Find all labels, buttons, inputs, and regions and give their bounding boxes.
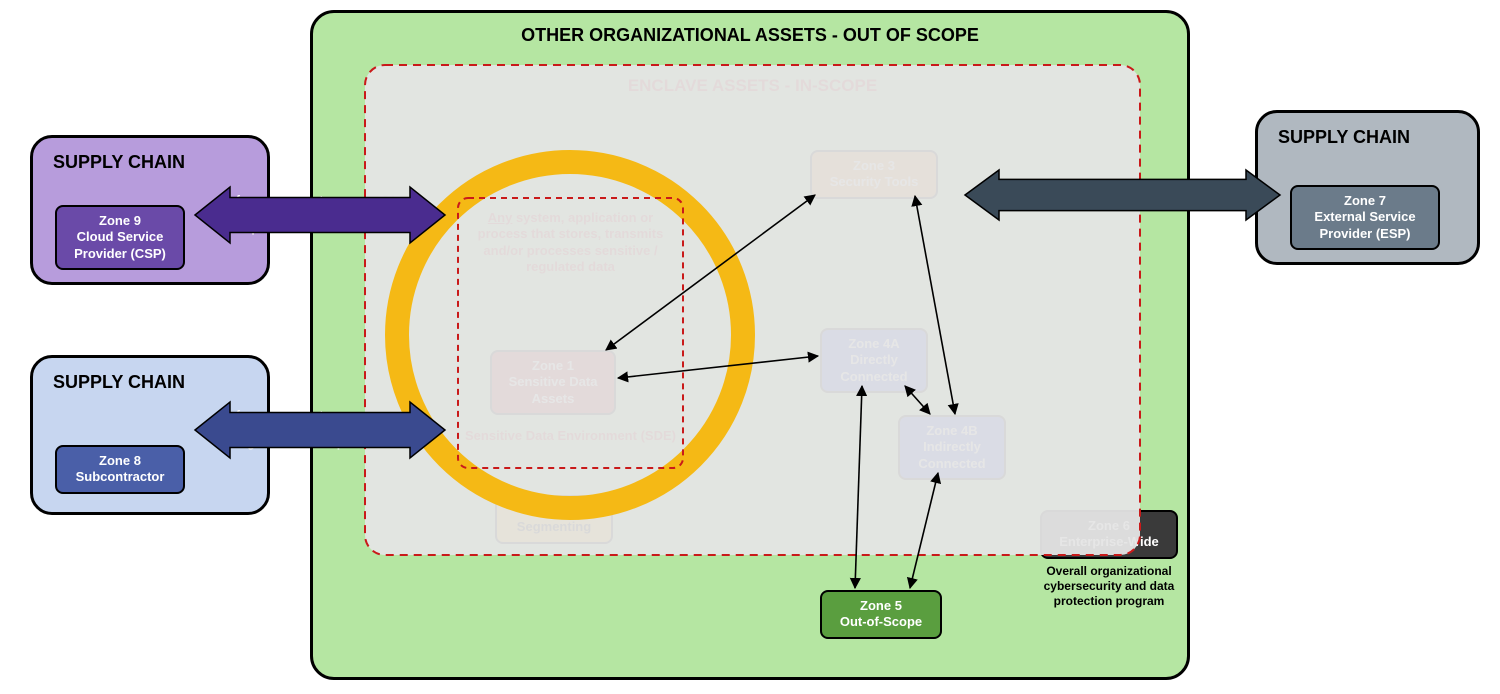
arrow-csp-label: formal contracts govern CSP sensitive / … (236, 191, 404, 239)
zone-1-box: Zone 1Sensitive DataAssets (490, 350, 616, 415)
zone-7-box: Zone 7External ServiceProvider (ESP) (1290, 185, 1440, 250)
zone-9-box: Zone 9Cloud ServiceProvider (CSP) (55, 205, 185, 270)
supply-chain-esp-title: SUPPLY CHAIN (1258, 113, 1477, 148)
zone-3-box: Zone 3Security Tools (810, 150, 938, 199)
zone-6-caption: Overall organizational cybersecurity and… (1025, 564, 1193, 609)
outer-scope-title: OTHER ORGANIZATIONAL ASSETS - OUT OF SCO… (313, 13, 1187, 46)
zone-8-box: Zone 8Subcontractor (55, 445, 185, 494)
arrow-esp-label: formal contracts govern ESP access speci… (1005, 174, 1240, 216)
zone-5-box: Zone 5Out-of-Scope (820, 590, 942, 639)
sde-description: Any system, application or process that … (468, 210, 673, 275)
zone-4b-box: Zone 4BIndirectlyConnected (898, 415, 1006, 480)
supply-chain-sub-title: SUPPLY CHAIN (33, 358, 267, 393)
zone-6-box: Zone 6Enterprise-Wide (1040, 510, 1178, 559)
sde-footer: Sensitive Data Environment (SDE) (458, 428, 683, 444)
arrow-sub-label: formal contracts govern subcontractor se… (236, 406, 404, 454)
enclave-title: ENCLAVE ASSETS - IN-SCOPE (365, 75, 1140, 96)
sde-desc-underlined: Any (488, 210, 513, 225)
zone-2-box: Zone 2Segmenting (495, 495, 613, 544)
zone-4a-box: Zone 4ADirectlyConnected (820, 328, 928, 393)
supply-chain-csp-title: SUPPLY CHAIN (33, 138, 267, 173)
